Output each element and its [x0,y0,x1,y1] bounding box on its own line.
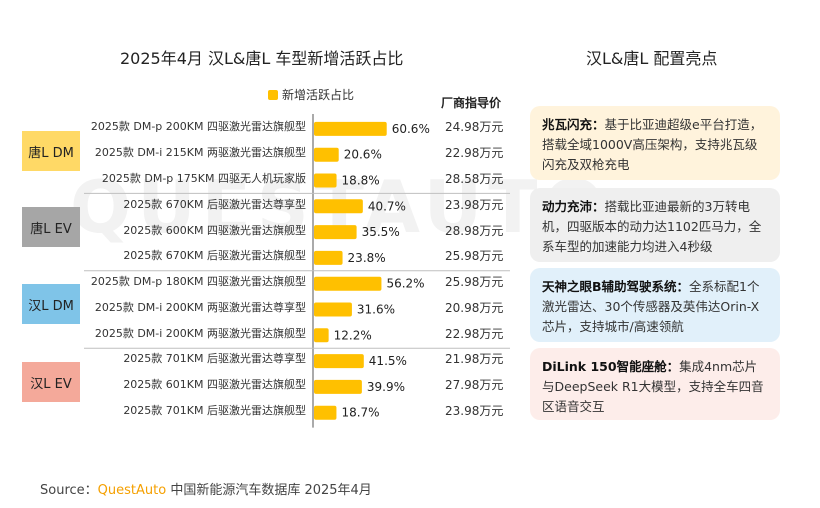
legend-swatch [268,89,278,100]
price-value: 25.98万元 [445,249,504,263]
model-label: 2025款 670KM 后驱激光雷达尊享型 [123,198,306,211]
card-title: 动力充沛： [542,199,605,214]
price-value: 22.98万元 [445,146,504,160]
bar-value-label: 56.2% [386,277,424,291]
bar [314,199,363,214]
model-label: 2025款 DM-p 180KM 四驱激光雷达旗舰型 [90,275,306,288]
price-value: 23.98万元 [445,198,504,212]
price-value: 24.98万元 [445,120,504,134]
card-title: DiLink 150智能座舱： [542,359,680,374]
card-text: 全系标配1个激光雷达、30个传感器及英伟达Orin-X芯片，支持城市/高速领航 [542,279,760,334]
highlight-card-fast-charge: 兆瓦闪充：基于比亚迪超级e平台打造，搭载全域1000V高压架构，支持兆瓦级闪充及… [530,106,780,180]
price-value: 27.98万元 [445,378,504,392]
model-label: 2025款 701KM 后驱激光雷达尊享型 [123,352,306,365]
bar-value-label: 23.8% [348,251,386,265]
price-value: 21.98万元 [445,352,504,366]
bar-value-label: 31.6% [357,303,395,317]
bar [314,225,357,240]
bar [314,354,364,369]
model-label: 2025款 670KM 后驱激光雷达旗舰型 [123,249,306,262]
group-badge-tang-ev: 唐L EV [22,207,80,247]
card-title: 天神之眼B辅助驾驶系统： [542,279,690,294]
highlight-card-cockpit: DiLink 150智能座舱：集成4nm芯片与DeepSeek R1大模型，支持… [530,348,780,420]
model-label: 2025款 DM-i 215KM 两驱激光雷达旗舰型 [94,146,306,159]
bar-value-label: 41.5% [369,354,407,368]
group-badge-han-ev: 汉L EV [22,362,80,402]
price-value: 22.98万元 [445,327,504,341]
price-value: 28.98万元 [445,224,504,238]
bar [314,147,339,162]
bar [314,379,362,394]
model-label: 2025款 701KM 后驱激光雷达旗舰型 [123,404,306,417]
source-prefix: Source： [40,483,98,498]
chart-title: 2025年4月 汉L&唐L 车型新增活跃占比 [120,49,404,68]
model-label: 2025款 DM-i 200KM 两驱激光雷达尊享型 [94,301,306,314]
price-value: 23.98万元 [445,404,504,418]
group-badge-han-dm: 汉L DM [22,284,80,324]
legend-label: 新增活跃占比 [282,88,355,102]
bar-value-label: 18.7% [341,406,379,420]
highlight-card-power: 动力充沛：搭载比亚迪最新的3万转电机，四驱版本的动力达1102匹马力，全系车型的… [530,188,780,262]
bar-value-label: 60.6% [392,122,430,136]
model-label: 2025款 DM-i 200KM 两驱激光雷达旗舰型 [94,327,306,340]
bar [314,276,382,291]
bar-value-label: 40.7% [368,199,406,213]
highlight-card-adas: 天神之眼B辅助驾驶系统：全系标配1个激光雷达、30个传感器及英伟达Orin-X芯… [530,268,780,342]
model-label: 2025款 DM-p 200KM 四驱激光雷达旗舰型 [90,120,306,133]
bar [314,173,337,188]
model-label: 2025款 DM-p 175KM 四驱无人机玩家版 [101,172,306,185]
chart-legend: 新增活跃占比 [268,86,354,103]
bar [314,302,352,317]
group-badge-tang-dm: 唐L DM [22,131,80,171]
source-brand: QuestAuto [97,483,167,498]
card-text: 基于比亚迪超级e平台打造，搭载全域1000V高压架构，支持兆瓦级闪充及双枪充电 [542,117,763,172]
bar-value-label: 12.2% [334,328,372,342]
model-label: 2025款 601KM 四驱激光雷达旗舰型 [123,378,306,391]
bar [314,405,337,420]
bar-value-label: 20.6% [344,148,382,162]
card-text: 集成4nm芯片与DeepSeek R1大模型，支持全车四音区语音交互 [542,359,764,414]
bar-value-label: 35.5% [362,225,400,239]
source-note: Source：QuestAuto 中国新能源汽车数据库 2025年4月 [40,479,372,498]
price-value: 25.98万元 [445,275,504,289]
bar-value-label: 18.8% [342,174,380,188]
bar-value-label: 39.9% [367,380,405,394]
bar [314,250,343,265]
price-value: 20.98万元 [445,301,504,315]
bar [314,328,329,343]
card-text: 搭载比亚迪最新的3万转电机，四驱版本的动力达1102匹马力，全系车型的加速能力均… [542,199,762,254]
model-label: 2025款 600KM 四驱激光雷达旗舰型 [123,224,306,237]
bar [314,121,387,136]
highlights-title: 汉L&唐L 配置亮点 [586,49,718,68]
price-header: 厂商指导价 [441,96,502,110]
card-title: 兆瓦闪充： [542,117,605,132]
source-text: 中国新能源汽车数据库 2025年4月 [166,483,372,498]
price-value: 28.58万元 [445,172,504,186]
